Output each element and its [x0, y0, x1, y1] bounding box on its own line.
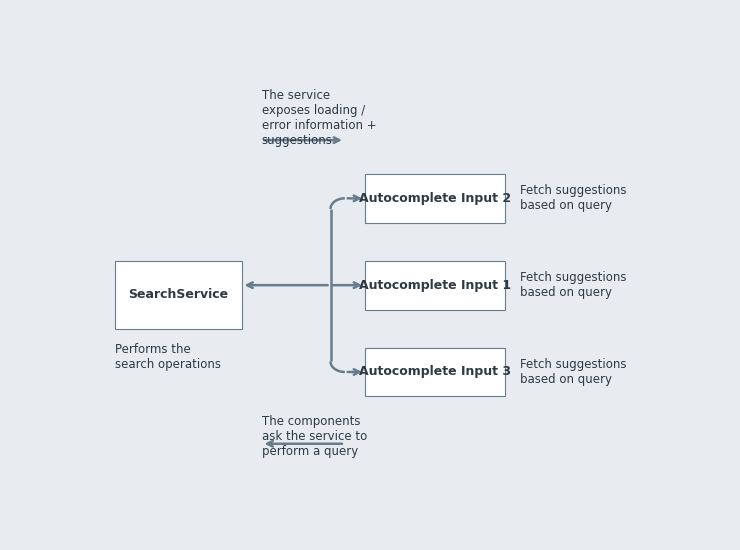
Text: Autocomplete Input 2: Autocomplete Input 2: [359, 192, 511, 205]
Text: The service
exposes loading /
error information +
suggestions: The service exposes loading / error info…: [262, 89, 377, 147]
Text: The components
ask the service to
perform a query: The components ask the service to perfor…: [262, 415, 367, 458]
Text: Performs the
search operations: Performs the search operations: [115, 343, 221, 371]
FancyBboxPatch shape: [115, 261, 241, 328]
FancyBboxPatch shape: [365, 174, 505, 223]
FancyBboxPatch shape: [365, 261, 505, 310]
FancyBboxPatch shape: [365, 348, 505, 397]
Text: Fetch suggestions
based on query: Fetch suggestions based on query: [519, 184, 626, 212]
Text: SearchService: SearchService: [129, 288, 229, 301]
Text: Autocomplete Input 3: Autocomplete Input 3: [359, 366, 511, 378]
Text: Autocomplete Input 1: Autocomplete Input 1: [359, 279, 511, 292]
Text: Fetch suggestions
based on query: Fetch suggestions based on query: [519, 358, 626, 386]
Text: Fetch suggestions
based on query: Fetch suggestions based on query: [519, 271, 626, 299]
